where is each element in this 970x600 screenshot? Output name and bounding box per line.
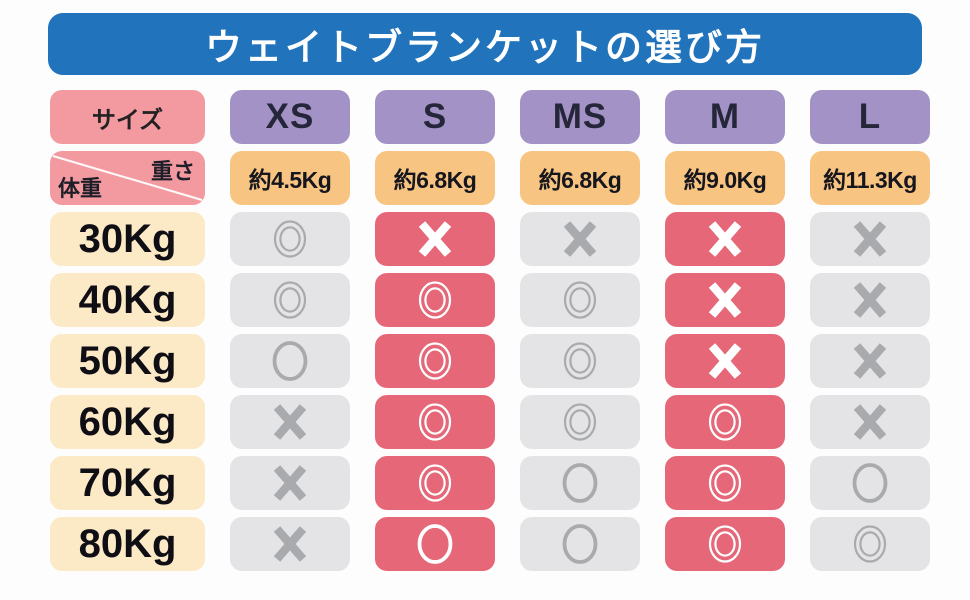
cross-icon (853, 404, 887, 440)
size-header-s: S (375, 90, 495, 144)
body-weight-label-40Kg: 40Kg (50, 273, 205, 327)
cross-icon (853, 343, 887, 379)
rating-cell-70Kg-XS (230, 456, 350, 510)
size-header-ms: MS (520, 90, 640, 144)
rating-cell-70Kg-M (665, 456, 785, 510)
column-axis-label: 重さ (150, 159, 195, 184)
body-weight-text: 70Kg (78, 460, 177, 505)
circle-icon (562, 524, 598, 564)
double-circle-icon (563, 281, 597, 319)
rating-cell-80Kg-L (810, 517, 930, 571)
rating-cell-80Kg-XS (230, 517, 350, 571)
page-title: ウェイトブランケットの選び方 (205, 27, 765, 68)
rating-cell-50Kg-L (810, 334, 930, 388)
rating-cell-70Kg-L (810, 456, 930, 510)
cross-icon (273, 404, 307, 440)
rating-cell-60Kg-S (375, 395, 495, 449)
rating-cell-60Kg-XS (230, 395, 350, 449)
double-circle-icon (418, 403, 452, 441)
rating-cell-80Kg-M (665, 517, 785, 571)
body-weight-label-80Kg: 80Kg (50, 517, 205, 571)
rating-cell-40Kg-M (665, 273, 785, 327)
weight-header-ms: 約6.8Kg (520, 151, 640, 205)
weight-header-l: 約11.3Kg (810, 151, 930, 205)
selection-table: サイズ XS S MS M L 重さ 体重 約4.5Kg 約6.8Kg (50, 90, 930, 571)
body-weight-label-70Kg: 70Kg (50, 456, 205, 510)
rating-cell-30Kg-S (375, 212, 495, 266)
rating-cell-30Kg-XS (230, 212, 350, 266)
row-axis-label: 体重 (58, 176, 103, 201)
circle-icon (417, 524, 453, 564)
circle-icon (272, 341, 308, 381)
rating-cell-60Kg-MS (520, 395, 640, 449)
body-weight-text: 80Kg (78, 521, 177, 566)
size-header-m: M (665, 90, 785, 144)
rating-cell-40Kg-XS (230, 273, 350, 327)
weight-header-m: 約9.0Kg (665, 151, 785, 205)
cross-icon (708, 282, 742, 318)
rating-cell-60Kg-M (665, 395, 785, 449)
page-title-banner: ウェイトブランケットの選び方 (48, 13, 922, 75)
diagonal-divider (52, 155, 203, 201)
rating-cell-40Kg-MS (520, 273, 640, 327)
double-circle-icon (708, 525, 742, 563)
body-weight-label-60Kg: 60Kg (50, 395, 205, 449)
double-circle-icon (563, 342, 597, 380)
rating-cell-40Kg-L (810, 273, 930, 327)
rating-cell-80Kg-MS (520, 517, 640, 571)
rating-cell-40Kg-S (375, 273, 495, 327)
double-circle-icon (418, 281, 452, 319)
double-circle-icon (563, 403, 597, 441)
corner-size-label: サイズ (91, 106, 164, 134)
weight-header-s: 約6.8Kg (375, 151, 495, 205)
cross-icon (563, 221, 597, 257)
body-weight-text: 30Kg (78, 216, 177, 261)
corner-size-cell: サイズ (50, 90, 205, 144)
rating-cell-80Kg-S (375, 517, 495, 571)
rating-cell-30Kg-L (810, 212, 930, 266)
cross-icon (853, 282, 887, 318)
cross-icon (708, 221, 742, 257)
rating-cell-30Kg-MS (520, 212, 640, 266)
body-weight-text: 50Kg (78, 338, 177, 383)
double-circle-icon (418, 464, 452, 502)
rating-cell-50Kg-XS (230, 334, 350, 388)
size-header-l: L (810, 90, 930, 144)
double-circle-icon (708, 403, 742, 441)
rating-cell-50Kg-MS (520, 334, 640, 388)
circle-icon (562, 463, 598, 503)
corner-axis-cell: 重さ 体重 (50, 151, 205, 205)
weight-header-xs: 約4.5Kg (230, 151, 350, 205)
cross-icon (418, 221, 452, 257)
cross-icon (273, 465, 307, 501)
size-header-xs: XS (230, 90, 350, 144)
rating-cell-30Kg-M (665, 212, 785, 266)
cross-icon (853, 221, 887, 257)
rating-cell-70Kg-S (375, 456, 495, 510)
double-circle-icon (418, 342, 452, 380)
circle-icon (852, 463, 888, 503)
body-weight-text: 60Kg (78, 399, 177, 444)
rating-cell-50Kg-M (665, 334, 785, 388)
rating-cell-50Kg-S (375, 334, 495, 388)
double-circle-icon (853, 525, 887, 563)
cross-icon (273, 526, 307, 562)
double-circle-icon (273, 220, 307, 258)
rating-cell-70Kg-MS (520, 456, 640, 510)
cross-icon (708, 343, 742, 379)
body-weight-label-50Kg: 50Kg (50, 334, 205, 388)
double-circle-icon (708, 464, 742, 502)
body-weight-text: 40Kg (78, 277, 177, 322)
double-circle-icon (273, 281, 307, 319)
rating-cell-60Kg-L (810, 395, 930, 449)
body-weight-label-30Kg: 30Kg (50, 212, 205, 266)
